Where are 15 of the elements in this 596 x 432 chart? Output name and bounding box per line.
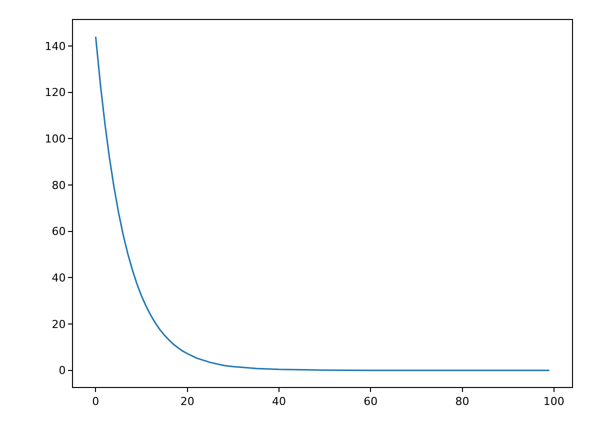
x-tick-label: 80 xyxy=(455,395,470,408)
y-tick-label: 0 xyxy=(58,364,66,378)
x-tick-label: 60 xyxy=(364,395,378,408)
x-tick-label: 20 xyxy=(180,395,194,408)
y-tick-label: 120 xyxy=(44,86,66,100)
line-series xyxy=(94,36,550,372)
x-tick-label: 40 xyxy=(272,395,286,408)
y-tick-label: 80 xyxy=(52,178,66,192)
x-tick-label: 100 xyxy=(543,395,564,408)
y-tick-label: 100 xyxy=(44,132,66,146)
x-tick-label: 0 xyxy=(92,395,100,408)
y-tick-label: 140 xyxy=(44,40,66,53)
y-tick-label: 40 xyxy=(52,271,66,284)
y-tick-label: 60 xyxy=(52,225,66,238)
y-tick-label: 20 xyxy=(52,318,66,331)
